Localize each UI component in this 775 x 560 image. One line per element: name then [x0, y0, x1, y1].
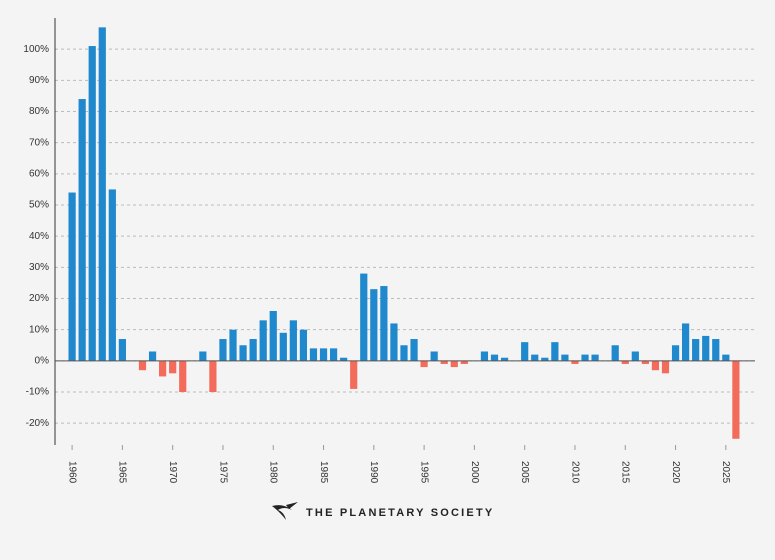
bar: [229, 329, 237, 361]
x-tick-label: 1990: [368, 461, 379, 484]
x-tick-label: 1985: [318, 461, 329, 484]
bar: [541, 357, 549, 361]
bar: [500, 357, 509, 361]
bar: [410, 339, 418, 361]
logo-icon: [286, 502, 298, 509]
y-tick-label: -20%: [26, 418, 49, 429]
x-tick-label: 2015: [620, 461, 631, 484]
bar: [319, 348, 328, 361]
y-tick-label: 0%: [35, 355, 50, 366]
bar: [692, 339, 700, 361]
logo-text: THE PLANETARY SOCIETY: [306, 507, 494, 519]
bar: [531, 354, 539, 361]
y-tick-label: 30%: [29, 262, 49, 273]
bar: [591, 354, 599, 361]
bar: [118, 339, 126, 361]
bar: [380, 286, 388, 361]
bar: [450, 360, 458, 368]
y-tick-label: 10%: [29, 324, 49, 335]
bar: [309, 348, 318, 361]
y-tick-label: 40%: [29, 231, 49, 242]
bar: [651, 360, 660, 371]
bar: [299, 329, 308, 361]
y-tick-label: -10%: [26, 387, 49, 398]
bar: [249, 339, 257, 361]
bar: [219, 339, 227, 361]
y-tick-label: 90%: [29, 75, 49, 86]
logo-icon: [272, 505, 292, 520]
bar: [239, 345, 247, 361]
bar: [360, 273, 368, 361]
bar: [682, 323, 690, 361]
bar: [68, 192, 76, 361]
bar: [631, 351, 639, 361]
bar: [561, 354, 569, 361]
x-tick-label: 1970: [167, 461, 178, 484]
y-tick-label: 80%: [29, 106, 49, 117]
x-tick-label: 1960: [66, 461, 77, 484]
bar: [430, 351, 438, 361]
bar: [350, 360, 358, 389]
bar: [138, 360, 147, 371]
bar: [340, 357, 348, 361]
bar: [611, 345, 619, 361]
x-tick-label: 1995: [418, 461, 429, 484]
y-tick-label: 50%: [29, 200, 49, 211]
y-tick-label: 20%: [29, 293, 49, 304]
bar: [159, 360, 167, 377]
bar: [440, 360, 448, 364]
bar: [108, 189, 116, 361]
bar: [641, 360, 649, 364]
bar: [661, 360, 670, 374]
bar: [169, 360, 177, 374]
bar: [179, 360, 187, 393]
bar: [702, 335, 710, 361]
bar: [259, 320, 267, 361]
bar: [329, 348, 338, 361]
x-tick-label: 1980: [268, 461, 279, 484]
bar: [209, 360, 217, 393]
bar: [581, 354, 589, 361]
bar: [551, 342, 559, 361]
bar: [722, 354, 730, 361]
bar: [420, 360, 428, 368]
bar: [712, 339, 720, 361]
x-tick-label: 2005: [519, 461, 530, 484]
bar: [400, 345, 408, 361]
bar: [732, 360, 740, 439]
bar: [289, 320, 297, 361]
bar: [521, 342, 529, 361]
bar: [269, 310, 277, 361]
bar: [199, 351, 207, 361]
y-tick-label: 100%: [23, 44, 49, 55]
bar: [148, 351, 157, 361]
bar: [460, 360, 468, 364]
x-tick-label: 2000: [469, 461, 480, 484]
bar: [78, 99, 86, 361]
logo: THE PLANETARY SOCIETY: [272, 502, 494, 520]
bar: [671, 345, 680, 361]
bar: [98, 27, 106, 361]
x-tick-label: 2025: [720, 461, 731, 484]
bar: [88, 46, 96, 361]
x-tick-label: 1965: [117, 461, 128, 484]
bar: [279, 332, 287, 361]
bar: [490, 354, 499, 361]
bar: [480, 351, 489, 361]
bar: [621, 360, 629, 364]
bar: [390, 323, 398, 361]
bar: [571, 360, 579, 364]
bar: [370, 289, 378, 361]
x-tick-label: 2020: [670, 461, 681, 484]
y-tick-label: 70%: [29, 137, 49, 148]
y-tick-label: 60%: [29, 168, 49, 179]
x-tick-label: 1975: [217, 461, 228, 484]
x-tick-label: 2010: [569, 461, 580, 484]
